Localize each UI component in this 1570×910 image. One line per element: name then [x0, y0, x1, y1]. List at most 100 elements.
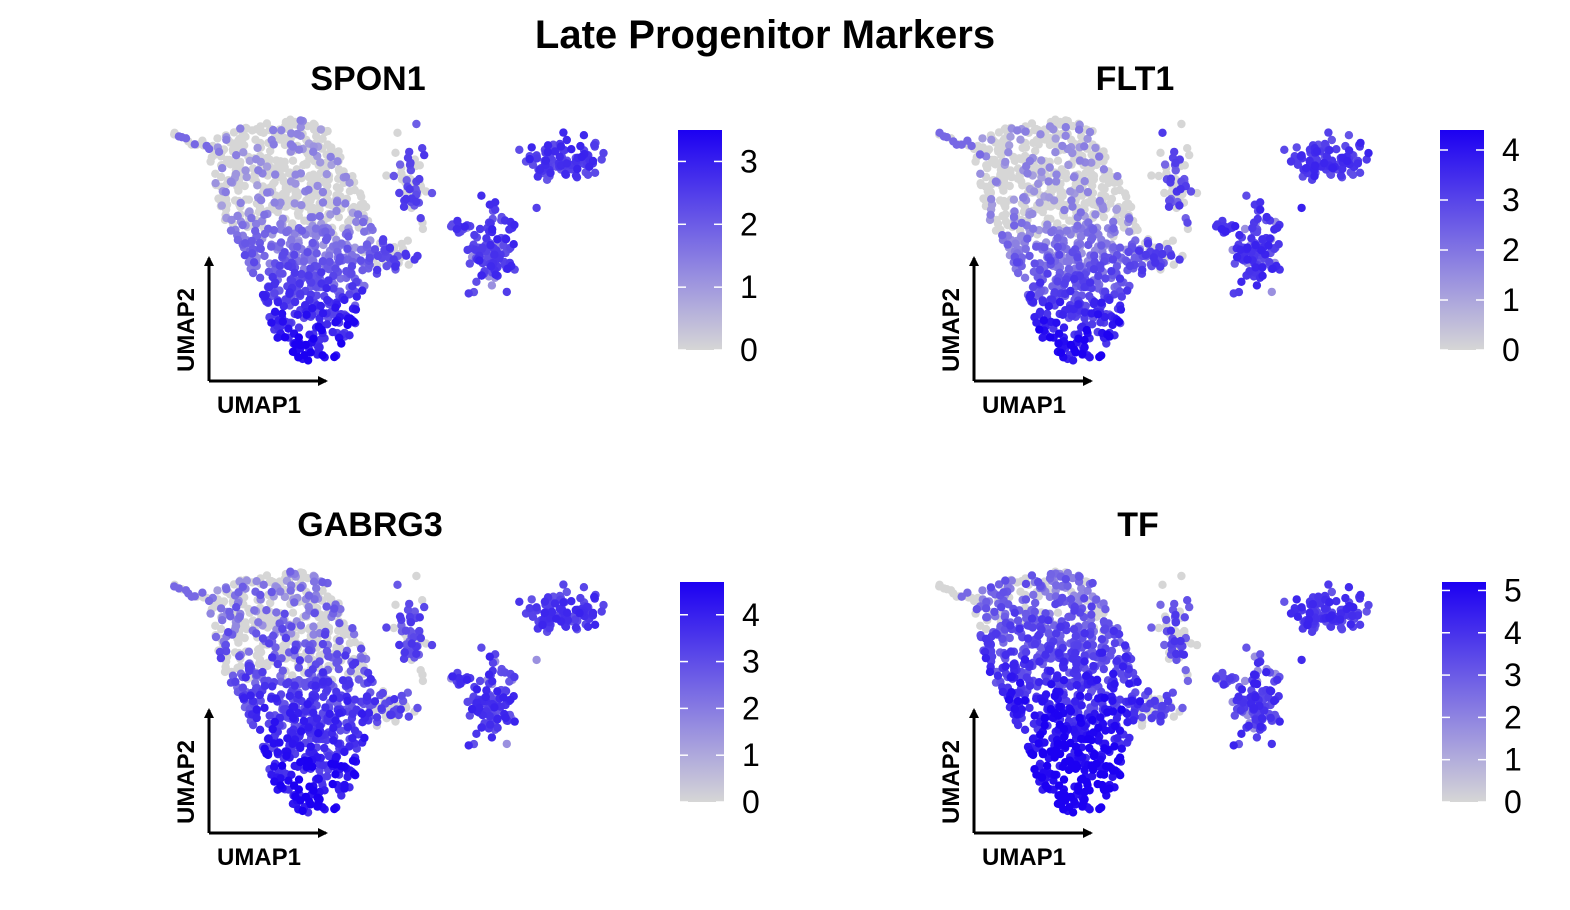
- cell-point: [1004, 695, 1014, 704]
- cell-point: [217, 201, 226, 210]
- cell-point: [400, 648, 409, 657]
- cell-point: [463, 245, 472, 255]
- cell-point: [1324, 128, 1333, 137]
- cell-point: [332, 206, 341, 216]
- cell-point: [391, 600, 400, 609]
- cell-point: [1077, 584, 1086, 593]
- cell-point: [1262, 668, 1271, 677]
- cell-point: [1045, 122, 1055, 131]
- cell-point: [402, 176, 411, 185]
- cell-point: [282, 751, 291, 761]
- cell-point: [1037, 167, 1046, 177]
- cell-point: [1051, 148, 1060, 157]
- cell-point: [1080, 766, 1089, 775]
- cell-point: [218, 616, 227, 625]
- cell-point: [460, 222, 469, 231]
- cell-point: [391, 148, 400, 157]
- cell-point: [190, 592, 199, 601]
- cell-point: [420, 602, 429, 612]
- cell-point: [997, 603, 1006, 612]
- cell-point: [562, 608, 572, 617]
- cell-point: [1270, 696, 1279, 706]
- x-axis-label: UMAP1: [217, 392, 301, 419]
- cell-point: [241, 132, 250, 141]
- cell-point: [448, 672, 457, 681]
- cell-point: [399, 654, 409, 663]
- cell-point: [1059, 657, 1068, 666]
- cell-point: [545, 624, 554, 633]
- cell-point: [320, 178, 330, 187]
- cell-point: [298, 806, 307, 816]
- cell-point: [1170, 147, 1179, 157]
- cell-point: [983, 161, 992, 170]
- cell-point: [309, 125, 319, 134]
- cell-point: [1280, 597, 1289, 606]
- cell-point: [1042, 202, 1051, 211]
- y-axis-label: UMAP2: [173, 288, 200, 372]
- cell-point: [315, 795, 324, 804]
- colorbar: [678, 130, 722, 350]
- colorbar-tick-label: 2: [740, 206, 758, 242]
- cell-point: [1053, 233, 1062, 243]
- cell-point: [1065, 216, 1074, 225]
- cell-point: [1034, 179, 1043, 188]
- cell-point: [356, 256, 365, 265]
- cell-point: [258, 667, 267, 677]
- cell-point: [253, 143, 262, 153]
- cell-point: [1096, 261, 1105, 270]
- cell-point: [1020, 273, 1030, 282]
- cell-point: [546, 168, 555, 178]
- cell-point: [352, 292, 361, 301]
- cell-point: [297, 226, 307, 235]
- cell-point: [256, 196, 266, 205]
- cell-point: [1017, 218, 1026, 228]
- cell-point: [1237, 729, 1246, 738]
- cell-point: [550, 599, 560, 608]
- cell-point: [276, 238, 286, 247]
- cell-point: [288, 156, 298, 165]
- cell-point: [1087, 610, 1096, 619]
- cell-point: [1253, 658, 1263, 668]
- cell-point: [299, 716, 309, 726]
- cell-point: [233, 211, 242, 221]
- cell-point: [386, 710, 395, 719]
- cell-point: [382, 623, 391, 632]
- cell-point: [306, 264, 315, 273]
- point-cloud: [170, 567, 608, 817]
- cell-point: [315, 722, 324, 731]
- cell-point: [1080, 343, 1089, 352]
- cell-point: [1005, 141, 1014, 150]
- cell-point: [343, 772, 352, 782]
- cell-point: [1234, 287, 1244, 297]
- cell-point: [502, 287, 511, 297]
- cell-point: [538, 620, 547, 630]
- cell-point: [579, 583, 589, 592]
- cell-point: [1058, 141, 1067, 151]
- cell-point: [1242, 643, 1251, 652]
- cell-point: [308, 238, 317, 248]
- cell-point: [330, 760, 340, 769]
- cell-point: [395, 160, 405, 169]
- cell-point: [1312, 147, 1322, 156]
- cell-point: [360, 227, 369, 236]
- cell-point: [1027, 119, 1037, 128]
- cell-point: [413, 703, 422, 713]
- cell-point: [1021, 244, 1030, 254]
- cell-point: [427, 640, 437, 650]
- cell-point: [1084, 692, 1093, 702]
- cell-point: [358, 266, 367, 275]
- cell-point: [229, 128, 239, 137]
- cell-point: [341, 199, 350, 208]
- cell-point: [1029, 224, 1038, 233]
- cell-point: [1251, 263, 1260, 272]
- cell-point: [213, 134, 222, 143]
- cell-point: [331, 770, 340, 779]
- cell-point: [321, 703, 330, 712]
- cell-point: [214, 147, 224, 156]
- cell-point: [1338, 164, 1347, 174]
- cell-point: [1085, 127, 1095, 137]
- cell-point: [1049, 196, 1059, 205]
- cell-point: [307, 278, 316, 287]
- cell-point: [335, 619, 344, 628]
- point-cloud: [170, 115, 608, 365]
